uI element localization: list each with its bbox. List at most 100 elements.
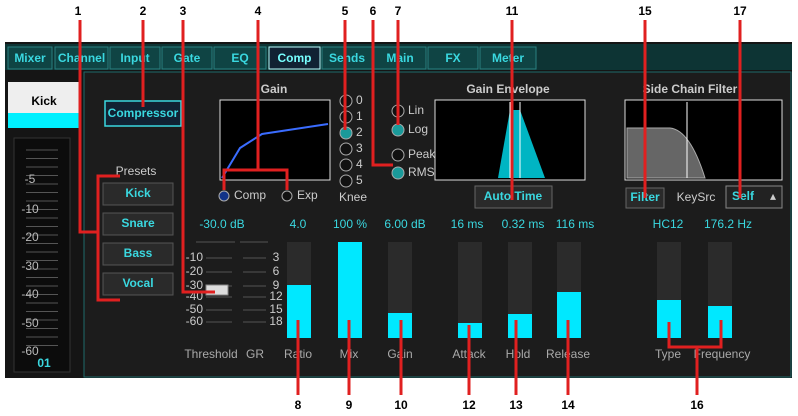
tab-label: Comp	[278, 51, 312, 65]
callout-number: 10	[394, 398, 408, 412]
tab-label: Main	[386, 51, 413, 65]
detector-radio[interactable]	[391, 123, 405, 137]
control-value: -30.0 dB	[199, 217, 244, 231]
control-value: 0.32 ms	[502, 217, 545, 231]
knee-radio[interactable]	[339, 174, 353, 188]
detector-radio[interactable]	[391, 148, 405, 162]
meter-scale-label: -30	[21, 259, 39, 273]
tab[interactable]	[268, 46, 321, 70]
control-value: 6.00 dB	[384, 217, 425, 231]
threshold-scale-label: -60	[186, 314, 204, 328]
tab[interactable]	[7, 46, 53, 70]
detector-option: Lin	[408, 103, 424, 117]
callout-number: 16	[690, 398, 704, 412]
preset-button[interactable]	[102, 272, 174, 296]
callout-number: 1	[75, 4, 82, 18]
meter-scale-label: -5	[25, 172, 36, 186]
knee-option: 1	[356, 109, 363, 123]
callout-line	[78, 20, 98, 234]
callout-line	[181, 20, 215, 294]
gain-graph-title: Gain	[261, 82, 288, 96]
preset-label: Vocal	[122, 276, 153, 290]
callout-number: 14	[561, 398, 575, 412]
tab-label: EQ	[231, 51, 248, 65]
gain-curve	[221, 123, 329, 179]
gain-mode-label: Comp	[234, 188, 266, 202]
meter-scale-label: -50	[21, 316, 39, 330]
tab[interactable]	[479, 46, 537, 70]
gr-scale-label: 6	[273, 264, 280, 278]
preset-label: Snare	[121, 216, 155, 230]
callout-number: 4	[255, 4, 262, 18]
callout-number: 15	[638, 4, 652, 18]
callout-line	[667, 320, 723, 349]
tab[interactable]	[213, 46, 267, 70]
detector-radio[interactable]	[391, 166, 405, 180]
callout-number: 12	[462, 398, 476, 412]
knee-radio[interactable]	[339, 142, 353, 156]
control-label: Type	[655, 347, 681, 361]
callout-number: 8	[295, 398, 302, 412]
callout-line	[222, 168, 289, 190]
control-value: 4.0	[290, 217, 307, 231]
meter-scale-label: -10	[21, 202, 39, 216]
channel-name: Kick	[31, 94, 57, 108]
meter-scale-label: -60	[21, 344, 39, 358]
key-source-label: KeySrc	[677, 190, 716, 204]
preset-button[interactable]	[102, 212, 174, 236]
tab[interactable]	[427, 46, 479, 70]
gr-scale-label: 15	[269, 302, 283, 316]
side-chain-title: Side Chain Filter	[643, 82, 738, 96]
meter-scale-label: -40	[21, 287, 39, 301]
envelope-title: Gain Envelope	[466, 82, 550, 96]
callout-number: 3	[180, 4, 187, 18]
threshold-handle[interactable]	[205, 284, 229, 296]
tab[interactable]	[109, 46, 161, 70]
threshold-scale-label: -10	[186, 250, 204, 264]
control-label: Threshold	[184, 347, 237, 361]
callout-line	[371, 20, 393, 167]
detector-option: Peak	[408, 147, 436, 161]
control-value: HC12	[653, 217, 684, 231]
control-value: 100 %	[333, 217, 367, 231]
fader-level[interactable]	[508, 314, 532, 338]
callout-number: 7	[395, 4, 402, 18]
radio[interactable]	[281, 190, 293, 202]
control-label: Hold	[506, 347, 531, 361]
knee-option: 3	[356, 141, 363, 155]
callout-number: 13	[509, 398, 523, 412]
callout-line	[96, 174, 120, 302]
knee-option: 0	[356, 93, 363, 107]
callout-number: 11	[506, 4, 519, 18]
threshold-scale-label: -50	[186, 302, 204, 316]
callout-number: 5	[342, 4, 349, 18]
preset-label: Bass	[124, 246, 153, 260]
threshold-scale-label: -30	[186, 278, 204, 292]
control-value: 176.2 Hz	[704, 217, 752, 231]
meter-box	[13, 137, 71, 373]
fader-slot	[458, 242, 482, 338]
tab-label: Input	[120, 51, 149, 65]
detector-option: Log	[408, 122, 428, 136]
gr-scale-label: 18	[269, 314, 283, 328]
callout-number: 2	[140, 4, 147, 18]
control-value: 116 ms	[556, 217, 594, 231]
preset-label: Kick	[125, 186, 151, 200]
gr-scale-label: 9	[273, 278, 280, 292]
gr-scale-label: 12	[269, 289, 283, 303]
preset-button[interactable]	[102, 242, 174, 266]
control-label: GR	[246, 347, 264, 361]
tab-label: FX	[445, 51, 460, 65]
presets-label: Presets	[116, 164, 157, 178]
gr-scale-label: 3	[273, 250, 280, 264]
knee-radio[interactable]	[339, 158, 353, 172]
tab-label: Gate	[174, 51, 201, 65]
control-value: 16 ms	[451, 217, 484, 231]
radio[interactable]	[218, 190, 230, 202]
preset-button[interactable]	[102, 182, 174, 206]
control-label: Frequency	[694, 347, 751, 361]
threshold-scale-label: -20	[186, 264, 204, 278]
knee-option: 2	[356, 125, 363, 139]
tab[interactable]	[161, 46, 213, 70]
